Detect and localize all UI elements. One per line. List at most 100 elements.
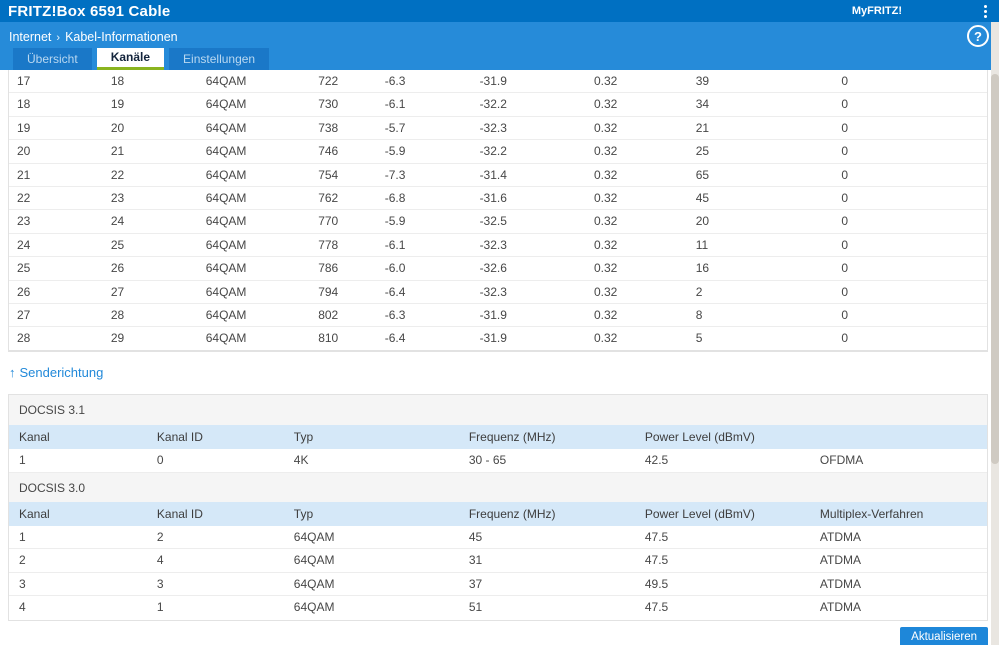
help-icon[interactable]: ? bbox=[967, 25, 989, 47]
table-cell: -5.9 bbox=[384, 214, 406, 229]
table-cell: OFDMA bbox=[819, 452, 864, 467]
table-cell: 18 bbox=[17, 97, 31, 112]
table-cell: 16 bbox=[695, 261, 710, 276]
top-header-bar: FRITZ!Box 6591 Cable MyFRITZ! bbox=[0, 0, 999, 22]
table-cell: -6.4 bbox=[384, 284, 406, 299]
table-cell: 794 bbox=[318, 284, 339, 299]
table-row: 2 4 64QAM 31 47.5 ATDMA bbox=[9, 549, 987, 573]
docsis31-section-label: DOCSIS 3.1 bbox=[9, 394, 987, 425]
table-cell: -6.1 bbox=[384, 97, 406, 112]
table-cell: 39 bbox=[695, 74, 710, 88]
table-cell: -31.6 bbox=[479, 190, 507, 205]
myfritz-link[interactable]: MyFRITZ! bbox=[851, 5, 902, 17]
table-row: 21 22 64QAM 754 -7.3 -31.4 0.32 65 0 bbox=[9, 164, 987, 187]
header-cell: Kanal bbox=[19, 429, 50, 444]
table-cell: 24 bbox=[110, 214, 125, 229]
docsis31-table: Kanal Kanal ID Typ Frequenz (MHz) Power Leve… bbox=[9, 424, 987, 472]
table-cell: 20 bbox=[17, 144, 31, 159]
breadcrumb-section[interactable]: Internet bbox=[9, 30, 52, 44]
refresh-button[interactable]: Aktualisieren bbox=[900, 626, 988, 645]
table-cell: 778 bbox=[318, 237, 339, 252]
table-cell: 64QAM bbox=[205, 120, 247, 135]
table-cell: 0.32 bbox=[593, 97, 618, 112]
table-cell: -31.9 bbox=[479, 331, 507, 346]
table-cell: 0.32 bbox=[593, 120, 618, 135]
docsis31-rows: 1 0 4K 30 - 65 42.5 OFDMA bbox=[9, 449, 987, 472]
tab-kanaele[interactable]: Kanäle bbox=[96, 48, 165, 70]
table-cell: 22 bbox=[17, 190, 31, 205]
table-cell: -5.7 bbox=[384, 120, 406, 135]
table-cell: 0.32 bbox=[593, 144, 618, 159]
header-cell: Power Level (dBmV) bbox=[644, 507, 755, 522]
breadcrumb: Internet › Kabel-Informationen bbox=[9, 30, 178, 44]
table-cell: 64QAM bbox=[205, 144, 247, 159]
table-cell: 3 bbox=[19, 576, 26, 591]
table-cell: 20 bbox=[110, 120, 125, 135]
table-cell: 0.32 bbox=[593, 167, 618, 182]
table-cell: 1 bbox=[156, 600, 164, 615]
tab-uebersicht[interactable]: Übersicht bbox=[13, 48, 92, 70]
table-cell: -6.3 bbox=[384, 74, 406, 88]
table-cell: 746 bbox=[318, 144, 339, 159]
table-cell: 64QAM bbox=[205, 97, 247, 112]
table-cell: 26 bbox=[17, 284, 31, 299]
table-cell: 24 bbox=[17, 237, 31, 252]
table-cell: -31.9 bbox=[479, 74, 507, 88]
scrollbar[interactable] bbox=[991, 22, 999, 645]
table-cell: 47.5 bbox=[644, 530, 669, 545]
docsis30-table: Kanal Kanal ID Typ Frequenz (MHz) Power Leve… bbox=[9, 502, 987, 620]
table-cell: 0.32 bbox=[593, 74, 618, 88]
tab-einstellungen[interactable]: Einstellungen bbox=[169, 48, 270, 70]
table-cell: -32.3 bbox=[479, 284, 507, 299]
table-cell: 0 bbox=[841, 331, 849, 346]
header-cell: Typ bbox=[293, 507, 314, 522]
table-cell: 1 bbox=[19, 530, 26, 545]
table-cell: 8 bbox=[695, 307, 703, 322]
table-cell: 2 bbox=[156, 530, 164, 545]
table-cell: -32.3 bbox=[479, 120, 507, 135]
header-cell: Kanal ID bbox=[156, 507, 203, 522]
table-cell: 0.32 bbox=[593, 237, 618, 252]
table-cell: 29 bbox=[110, 331, 125, 346]
table-cell: 11 bbox=[695, 237, 709, 252]
table-cell: 810 bbox=[318, 331, 339, 346]
table-cell: 0 bbox=[156, 452, 164, 467]
table-cell: 3 bbox=[156, 576, 164, 591]
table-cell: 31 bbox=[468, 553, 483, 568]
table-cell: 21 bbox=[110, 144, 125, 159]
table-row: 22 23 64QAM 762 -6.8 -31.6 0.32 45 0 bbox=[9, 187, 987, 211]
table-cell: 0.32 bbox=[593, 214, 618, 229]
docsis31-header-row: Kanal Kanal ID Typ Frequenz (MHz) Power Leve… bbox=[9, 424, 987, 449]
table-row: 23 24 64QAM 770 -5.9 -32.5 0.32 20 0 bbox=[9, 210, 987, 234]
table-cell: 2 bbox=[19, 553, 26, 568]
table-cell: 5 bbox=[695, 331, 703, 346]
table-cell: -6.1 bbox=[384, 237, 406, 252]
table-cell: 64QAM bbox=[205, 284, 247, 299]
table-cell: 23 bbox=[17, 214, 31, 229]
table-cell: -5.9 bbox=[384, 144, 406, 159]
table-cell: 762 bbox=[318, 190, 339, 205]
table-cell: 27 bbox=[110, 284, 125, 299]
table-cell: 64QAM bbox=[293, 553, 335, 568]
overflow-menu-icon[interactable] bbox=[984, 4, 987, 18]
senderichtung-link[interactable]: ↑ Senderichtung bbox=[9, 365, 103, 380]
table-cell: 42.5 bbox=[644, 452, 669, 467]
table-cell: 18 bbox=[110, 74, 125, 88]
docsis30-rows: 1 2 64QAM 45 47.5 ATDMA 2 4 64QAM 31 47.5 ATDMA 3 3 64… bbox=[9, 526, 987, 620]
table-cell: -32.6 bbox=[479, 261, 507, 276]
table-cell: -6.0 bbox=[384, 261, 406, 276]
table-row: 28 29 64QAM 810 -6.4 -31.9 0.32 5 0 bbox=[9, 327, 987, 351]
header-cell: Kanal bbox=[19, 507, 50, 522]
table-cell: -32.5 bbox=[479, 214, 507, 229]
scrollbar-thumb[interactable] bbox=[991, 74, 999, 464]
breadcrumb-tab-bar: Internet › Kabel-Informationen ? Übersicht… bbox=[0, 22, 999, 70]
table-cell: 20 bbox=[695, 214, 710, 229]
table-cell: 25 bbox=[695, 144, 710, 159]
table-cell: 0 bbox=[841, 237, 849, 252]
table-cell: 64QAM bbox=[205, 331, 247, 346]
table-cell: 37 bbox=[468, 576, 483, 591]
table-row: 19 20 64QAM 738 -5.7 -32.3 0.32 21 0 bbox=[9, 117, 987, 141]
table-cell: -32.2 bbox=[479, 97, 507, 112]
table-cell: 64QAM bbox=[293, 576, 335, 591]
table-cell: -31.4 bbox=[479, 167, 507, 182]
